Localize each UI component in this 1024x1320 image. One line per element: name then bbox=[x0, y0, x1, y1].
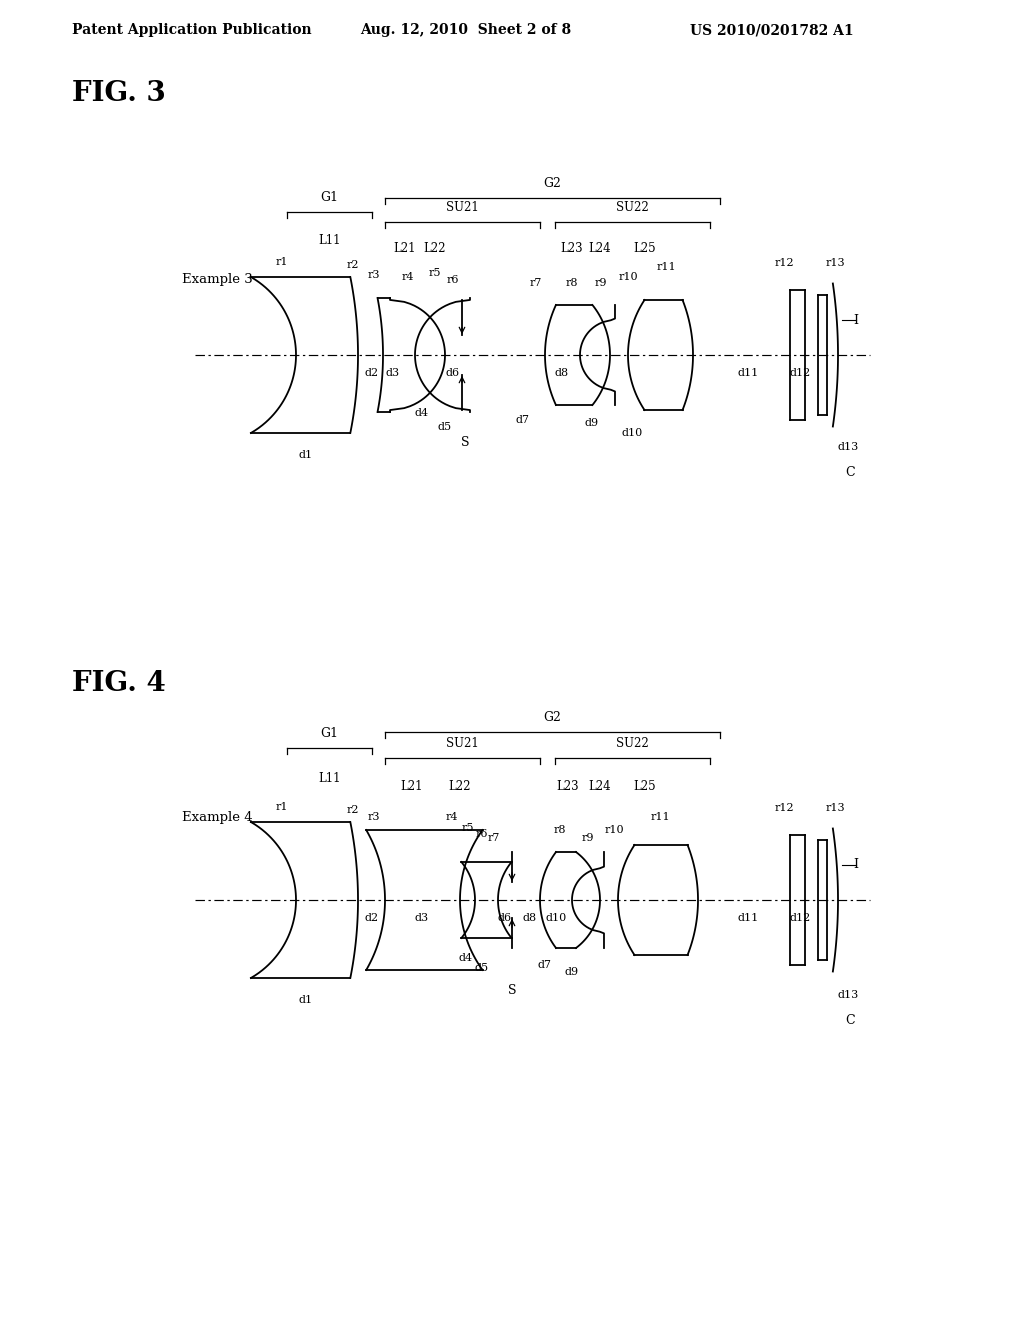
Text: G2: G2 bbox=[544, 177, 561, 190]
Text: L22: L22 bbox=[424, 242, 446, 255]
Text: d11: d11 bbox=[737, 368, 759, 378]
Text: r8: r8 bbox=[565, 279, 579, 288]
Text: r3: r3 bbox=[368, 812, 380, 822]
Text: r5: r5 bbox=[462, 822, 474, 833]
Text: d7: d7 bbox=[538, 960, 552, 970]
Text: L11: L11 bbox=[318, 234, 341, 247]
Text: SU22: SU22 bbox=[616, 201, 649, 214]
Text: L22: L22 bbox=[449, 780, 471, 793]
Text: r9: r9 bbox=[595, 279, 607, 288]
Text: L25: L25 bbox=[634, 780, 656, 793]
Text: r12: r12 bbox=[774, 803, 794, 813]
Text: r1: r1 bbox=[275, 803, 288, 812]
Text: d2: d2 bbox=[365, 368, 379, 378]
Text: r3: r3 bbox=[368, 271, 380, 280]
Text: r6: r6 bbox=[476, 829, 488, 840]
Text: r7: r7 bbox=[487, 833, 500, 843]
Text: Example 4: Example 4 bbox=[182, 812, 253, 825]
Text: r2: r2 bbox=[347, 260, 359, 271]
Text: r12: r12 bbox=[774, 257, 794, 268]
Text: r2: r2 bbox=[347, 805, 359, 814]
Text: d6: d6 bbox=[445, 368, 460, 378]
Text: L23: L23 bbox=[561, 242, 584, 255]
Text: L25: L25 bbox=[634, 242, 656, 255]
Text: C: C bbox=[845, 466, 855, 479]
Text: Aug. 12, 2010  Sheet 2 of 8: Aug. 12, 2010 Sheet 2 of 8 bbox=[360, 22, 571, 37]
Text: L21: L21 bbox=[400, 780, 423, 793]
Text: L24: L24 bbox=[589, 780, 611, 793]
Text: d10: d10 bbox=[546, 913, 566, 923]
Text: L24: L24 bbox=[589, 242, 611, 255]
Text: L11: L11 bbox=[318, 771, 341, 784]
Text: d12: d12 bbox=[790, 368, 811, 378]
Text: r13: r13 bbox=[825, 803, 845, 813]
Text: G2: G2 bbox=[544, 711, 561, 723]
Text: SU21: SU21 bbox=[446, 201, 479, 214]
Text: I: I bbox=[853, 858, 858, 871]
Text: d13: d13 bbox=[838, 990, 859, 1001]
Text: d3: d3 bbox=[415, 913, 429, 923]
Text: FIG. 3: FIG. 3 bbox=[72, 81, 166, 107]
Text: r8: r8 bbox=[554, 825, 566, 836]
Text: d9: d9 bbox=[585, 418, 599, 428]
Text: d9: d9 bbox=[565, 968, 579, 977]
Text: d8: d8 bbox=[555, 368, 569, 378]
Text: S: S bbox=[508, 983, 516, 997]
Text: US 2010/0201782 A1: US 2010/0201782 A1 bbox=[690, 22, 854, 37]
Text: FIG. 4: FIG. 4 bbox=[72, 671, 166, 697]
Text: d8: d8 bbox=[523, 913, 537, 923]
Text: d5: d5 bbox=[438, 422, 452, 432]
Text: r4: r4 bbox=[445, 812, 459, 822]
Text: SU21: SU21 bbox=[446, 737, 479, 750]
Text: d4: d4 bbox=[459, 953, 473, 964]
Text: d7: d7 bbox=[516, 414, 530, 425]
Text: C: C bbox=[845, 1014, 855, 1027]
Text: d6: d6 bbox=[498, 913, 512, 923]
Text: r13: r13 bbox=[825, 257, 845, 268]
Text: r10: r10 bbox=[618, 272, 638, 282]
Text: r11: r11 bbox=[650, 812, 670, 822]
Text: d2: d2 bbox=[365, 913, 379, 923]
Text: d4: d4 bbox=[415, 408, 429, 418]
Text: S: S bbox=[461, 437, 469, 450]
Text: I: I bbox=[853, 314, 858, 326]
Text: d1: d1 bbox=[299, 450, 313, 459]
Text: d11: d11 bbox=[737, 913, 759, 923]
Text: r11: r11 bbox=[656, 261, 676, 272]
Text: d10: d10 bbox=[622, 428, 643, 438]
Text: G1: G1 bbox=[321, 727, 339, 741]
Text: d5: d5 bbox=[475, 964, 489, 973]
Text: L23: L23 bbox=[557, 780, 580, 793]
Text: r6: r6 bbox=[446, 275, 459, 285]
Text: G1: G1 bbox=[321, 191, 339, 205]
Text: d12: d12 bbox=[790, 913, 811, 923]
Text: r7: r7 bbox=[529, 279, 542, 288]
Text: Patent Application Publication: Patent Application Publication bbox=[72, 22, 311, 37]
Text: d13: d13 bbox=[838, 442, 859, 451]
Text: SU22: SU22 bbox=[616, 737, 649, 750]
Text: r1: r1 bbox=[275, 257, 288, 267]
Text: r4: r4 bbox=[401, 272, 415, 282]
Text: r10: r10 bbox=[604, 825, 624, 836]
Text: L21: L21 bbox=[394, 242, 416, 255]
Text: d3: d3 bbox=[386, 368, 400, 378]
Text: d1: d1 bbox=[299, 995, 313, 1005]
Text: r5: r5 bbox=[429, 268, 441, 279]
Text: Example 3: Example 3 bbox=[182, 273, 253, 286]
Text: r9: r9 bbox=[582, 833, 594, 843]
